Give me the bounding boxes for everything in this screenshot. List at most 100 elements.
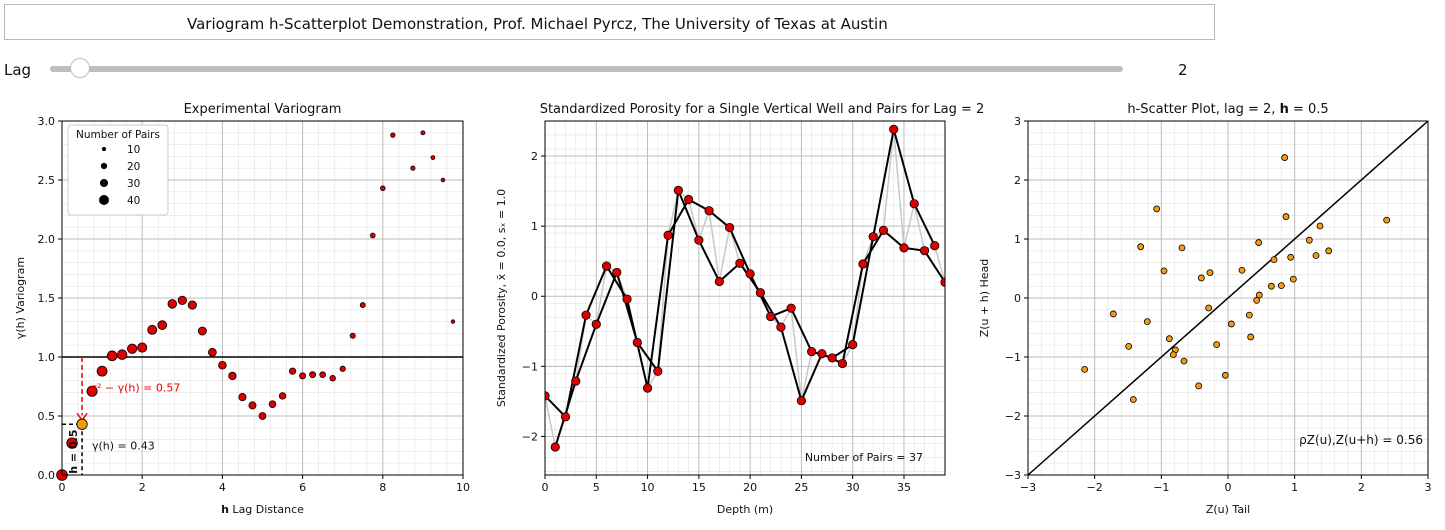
variogram-point <box>167 299 178 309</box>
well-point <box>868 232 878 242</box>
well-point <box>622 294 632 304</box>
well-pair-line <box>800 353 823 402</box>
well-pair-line <box>759 292 782 328</box>
hscatter-point <box>1282 213 1290 220</box>
well-y-tick-label: −1 <box>522 360 538 373</box>
well-point <box>612 267 622 278</box>
hscatter-point <box>1267 282 1275 290</box>
hscatter-frame <box>1027 120 1429 476</box>
well-point <box>878 225 889 235</box>
hscatter-x-tick-label: 3 <box>1425 481 1432 494</box>
well-pair-line <box>636 341 659 372</box>
variogram-diff-label: σ² − γ(h) = 0.57 <box>90 382 180 395</box>
hscatter-point <box>1325 247 1333 255</box>
well-point <box>571 376 581 386</box>
hscatter-point <box>1109 310 1117 318</box>
well-x-tick-label: 10 <box>641 481 655 494</box>
variogram-legend-label: 40 <box>127 195 140 207</box>
well-pair-line <box>656 190 680 372</box>
variogram-x-tick-label: 10 <box>456 481 470 494</box>
well-pairs-label: Number of Pairs = 37 <box>805 451 923 464</box>
well-title: Standardized Porosity for a Single Verti… <box>540 102 985 117</box>
well-point <box>745 269 755 279</box>
variogram-point <box>288 367 297 375</box>
variogram-frame <box>61 120 464 476</box>
well-point <box>550 442 560 452</box>
well-pair-line <box>790 307 813 353</box>
variogram-highlight-point <box>76 418 88 430</box>
well-point <box>673 185 683 195</box>
variogram-point <box>106 350 118 362</box>
variogram-point <box>187 300 197 310</box>
well-x-tick-label: 30 <box>846 481 860 494</box>
variogram-legend-marker <box>99 195 109 205</box>
well-point <box>807 347 817 357</box>
well-pair-line <box>728 227 752 275</box>
variogram-x-tick-label: 0 <box>59 481 66 494</box>
well-pair-line <box>564 314 588 418</box>
variogram-legend-label: 10 <box>127 144 140 156</box>
lag-slider-track[interactable] <box>50 66 1123 72</box>
variogram-x-tick-label: 4 <box>219 481 226 494</box>
hscatter-identity-line <box>1027 120 1429 476</box>
variogram-point <box>248 401 257 410</box>
variogram-legend-marker <box>99 178 109 188</box>
lag-slider-handle[interactable] <box>70 58 91 78</box>
well-point <box>766 311 776 322</box>
hscatter-point <box>1305 236 1313 244</box>
title-textbox[interactable]: Variogram h-Scatterplot Demonstration, P… <box>4 4 1215 40</box>
well-point <box>889 124 899 135</box>
hscatter-point <box>1255 239 1263 246</box>
well-point <box>632 337 642 348</box>
variogram-legend-label: 20 <box>127 161 140 173</box>
variogram-x-tick-label: 8 <box>379 481 386 494</box>
variogram-legend-marker <box>100 162 108 170</box>
well-point <box>796 396 807 406</box>
variogram-point <box>420 130 426 136</box>
variogram-point <box>359 302 366 309</box>
well-pair-line <box>585 265 608 316</box>
well-y-tick-label: 2 <box>531 150 538 163</box>
hscatter-point <box>1213 341 1221 349</box>
hscatter-point <box>1247 333 1255 341</box>
variogram-point <box>450 319 456 324</box>
hscatter-point <box>1270 256 1278 264</box>
hscatter-point <box>1153 205 1161 213</box>
hscatter-point <box>1165 335 1173 343</box>
hscatter-point <box>1205 304 1213 312</box>
variogram-point <box>319 371 326 379</box>
variogram-point <box>127 343 138 354</box>
well-pair-line <box>697 239 721 282</box>
hscatter-y-tick-label: −3 <box>1005 469 1021 482</box>
variogram-point <box>299 372 307 380</box>
hscatter-point <box>1227 320 1235 328</box>
hscatter-x-tick-label: −3 <box>1020 481 1036 494</box>
hscatter-point <box>1255 291 1263 299</box>
variogram-y-tick-label: 0.5 <box>38 410 56 423</box>
hscatter-x-tick-label: −2 <box>1087 481 1103 494</box>
variogram-y-tick-label: 1.0 <box>38 351 56 364</box>
hscatter-point <box>1169 351 1177 359</box>
variogram-lag-label: h = 0.5 <box>67 430 80 474</box>
variogram-point <box>238 393 247 402</box>
variogram-point <box>430 155 436 160</box>
hscatter-ylabel: Z(u + h) Head <box>978 259 991 338</box>
hscatter-point <box>1195 382 1203 390</box>
hscatter-point <box>1289 275 1297 283</box>
variogram-point <box>309 371 317 379</box>
well-point <box>899 243 909 253</box>
variogram-ylabel: γ(h) Variogram <box>14 257 27 339</box>
hscatter-point <box>1180 357 1188 365</box>
variogram-point <box>208 347 217 357</box>
lag-slider-value: 2 <box>1178 61 1188 79</box>
well-point <box>735 258 745 268</box>
hscatter-point <box>1245 311 1253 319</box>
variogram-point <box>369 232 376 239</box>
well-pair-line <box>595 272 618 325</box>
lag-slider-label: Lag <box>4 61 32 79</box>
hscatter-x-tick-label: −1 <box>1153 481 1169 494</box>
variogram-point <box>116 349 128 360</box>
hscatter-point <box>1137 243 1145 251</box>
well-point <box>601 261 612 271</box>
well-point <box>642 383 653 393</box>
